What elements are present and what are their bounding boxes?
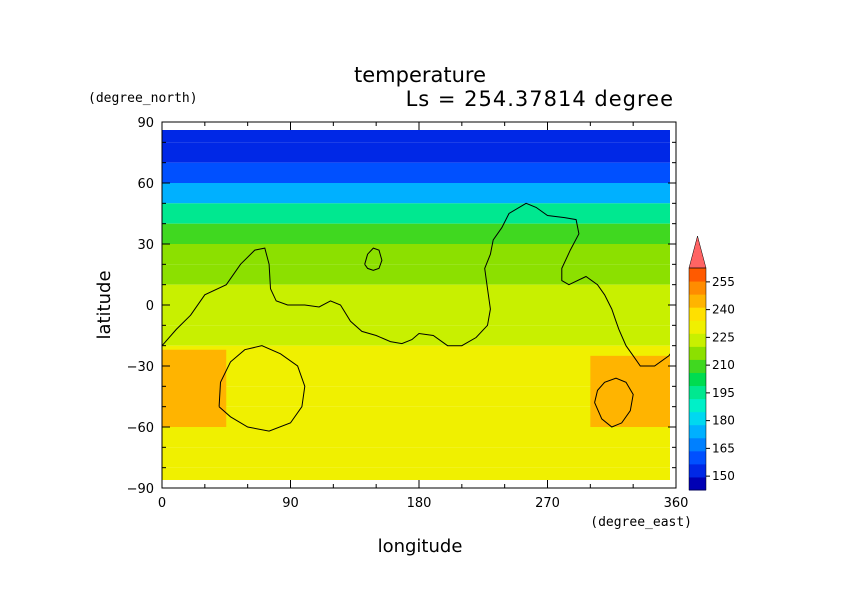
colorbar-band bbox=[689, 281, 706, 295]
colorbar-frame bbox=[688, 267, 707, 491]
colorbar-band bbox=[689, 450, 706, 465]
colorbar-band bbox=[689, 437, 706, 452]
x-tick-label: 180 bbox=[407, 496, 432, 511]
x-tick-label: 360 bbox=[664, 496, 689, 511]
y-tick-label: −30 bbox=[127, 360, 154, 375]
field-cell bbox=[162, 284, 670, 305]
colorbar-band bbox=[689, 463, 706, 478]
colorbar-band bbox=[689, 320, 706, 334]
colorbar-label: 150 bbox=[712, 469, 735, 483]
field-cell bbox=[162, 447, 670, 468]
colorbar-label: 165 bbox=[712, 441, 735, 455]
x-unit-label: (degree_east) bbox=[590, 515, 692, 530]
field-cell bbox=[162, 203, 670, 224]
field-cell bbox=[162, 366, 670, 387]
colorbar-label: 225 bbox=[712, 330, 735, 344]
field-cell bbox=[162, 467, 670, 480]
contour-small-loop-north bbox=[364, 247, 383, 271]
field-cell bbox=[162, 345, 670, 366]
colorbar-extend-max bbox=[688, 235, 707, 269]
warm-region bbox=[590, 355, 670, 427]
field-cell bbox=[162, 406, 670, 427]
colorbar-band bbox=[689, 333, 706, 347]
contour-loop-southwest bbox=[218, 345, 306, 432]
colorbar-label: 195 bbox=[712, 386, 735, 400]
y-tick-label: 0 bbox=[146, 299, 154, 314]
x-axis-label: longitude bbox=[378, 536, 463, 557]
axis-tick-labels: 0 90 180 270 360 −90 −60 −30 0 30 60 90 bbox=[127, 116, 689, 511]
field-cell bbox=[162, 223, 670, 244]
colorbar-band bbox=[689, 372, 706, 387]
field-cell bbox=[162, 130, 670, 143]
y-unit-label: (degree_north) bbox=[88, 91, 198, 106]
y-tick-label: −90 bbox=[127, 482, 154, 497]
colorbar-band bbox=[689, 294, 706, 308]
colorbar-band bbox=[689, 346, 706, 360]
colorbar-band bbox=[689, 359, 706, 373]
colorbar-label: 180 bbox=[712, 414, 735, 428]
contour-topography-main bbox=[162, 202, 670, 367]
chart-title: temperature bbox=[354, 63, 486, 87]
x-tick-label: 90 bbox=[282, 496, 299, 511]
y-tick-label: 60 bbox=[137, 177, 154, 192]
field-cell bbox=[162, 142, 670, 163]
colorbar-band bbox=[689, 385, 706, 400]
colorbar-label: 240 bbox=[712, 303, 735, 317]
x-tick-label: 270 bbox=[535, 496, 560, 511]
field-cell bbox=[162, 325, 670, 346]
field-cell bbox=[162, 264, 670, 285]
field-cell bbox=[162, 427, 670, 448]
axis-ticks bbox=[161, 121, 677, 489]
colorbar-band bbox=[689, 476, 706, 491]
colorbar-labels: 150 165 180 195 210 225 240 255 bbox=[706, 275, 735, 483]
colorbar-band bbox=[689, 307, 706, 321]
x-tick-label: 0 bbox=[158, 496, 166, 511]
temperature-field bbox=[162, 130, 670, 480]
field-cell bbox=[162, 183, 670, 204]
field-cell bbox=[162, 244, 670, 265]
contour-loop-southeast bbox=[594, 377, 634, 428]
field-cell bbox=[162, 162, 670, 183]
colorbar-band bbox=[689, 398, 706, 413]
y-tick-label: 30 bbox=[137, 238, 154, 253]
chart-subtitle: Ls = 254.37814 degree bbox=[406, 87, 674, 111]
warm-region bbox=[162, 349, 227, 427]
contour-lines bbox=[162, 202, 670, 432]
y-tick-label: −60 bbox=[127, 421, 154, 436]
colorbar-label: 255 bbox=[712, 275, 735, 289]
colorbar bbox=[688, 235, 707, 491]
y-axis-label: latitude bbox=[94, 270, 115, 339]
colorbar-band bbox=[689, 411, 706, 426]
y-tick-label: 90 bbox=[137, 116, 154, 131]
field-cell bbox=[162, 305, 670, 326]
colorbar-band bbox=[689, 424, 706, 439]
colorbar-label: 210 bbox=[712, 358, 735, 372]
colorbar-band bbox=[689, 268, 706, 282]
field-cell bbox=[162, 386, 670, 407]
